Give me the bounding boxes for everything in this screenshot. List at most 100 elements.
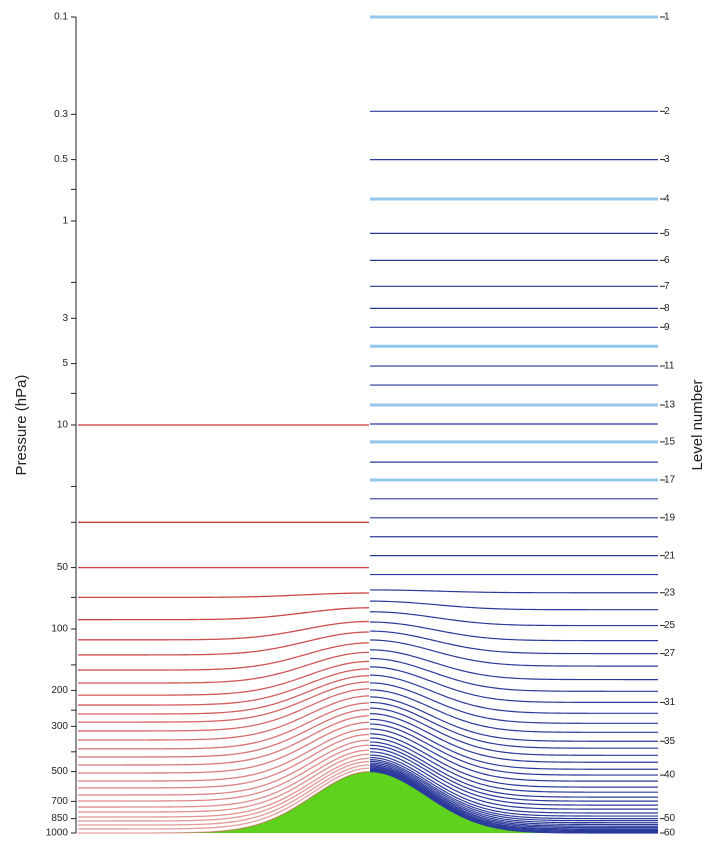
level-label: 5: [664, 228, 670, 239]
model-level-line: [369, 759, 658, 820]
model-level-line: [369, 760, 658, 822]
pressure-level-line: [78, 715, 370, 766]
pressure-level-line: [78, 753, 370, 813]
level-label: 3: [664, 154, 670, 165]
y-tick-label: 200: [51, 685, 68, 696]
y-tick-label: 700: [51, 796, 68, 807]
model-level-line: [369, 756, 658, 817]
pressure-level-line: [78, 702, 370, 750]
model-level-line: [369, 718, 658, 770]
pressure-level-line: [78, 607, 370, 621]
level-label: 1: [664, 12, 670, 23]
model-level-line: [369, 657, 658, 692]
model-level-line: [369, 649, 658, 681]
level-label: 21: [664, 550, 676, 561]
model-level-line: [369, 754, 658, 814]
model-level-line: [369, 600, 658, 611]
pressure-level-line: [78, 721, 370, 774]
y2-axis-title: Level number: [689, 380, 706, 471]
pressure-level-line: [78, 620, 370, 641]
model-level-line: [369, 751, 658, 810]
pressure-level-line: [78, 688, 370, 732]
y-tick-label: 100: [51, 624, 68, 635]
pressure-level-line: [78, 733, 370, 789]
model-level-line: [369, 689, 658, 733]
y-tick-label: 50: [57, 562, 69, 573]
level-label: 13: [664, 400, 676, 411]
pressure-level-line: [78, 681, 370, 723]
model-level-line: [369, 666, 658, 704]
level-label: 7: [664, 281, 670, 292]
model-level-line: [369, 770, 658, 834]
model-level-line: [369, 747, 658, 806]
pressure-level-line: [78, 592, 370, 599]
pressure-level-line: [78, 760, 370, 822]
pressure-level-line: [78, 642, 370, 671]
y-tick-label: 850: [51, 813, 68, 824]
level-label: 31: [664, 697, 676, 708]
pressure-level-line: [78, 764, 370, 826]
level-label: 40: [664, 770, 676, 781]
y-axis-title: Pressure (hPa): [13, 375, 30, 476]
model-level-line: [369, 611, 658, 627]
model-level-line: [369, 741, 658, 798]
y-tick-label: 0.5: [54, 154, 68, 165]
pressure-level-line: [78, 728, 370, 782]
pressure-level-line: [78, 631, 370, 656]
pressure-level-line: [78, 695, 370, 741]
y-tick-label: 0.1: [54, 12, 68, 23]
model-level-line: [370, 589, 658, 594]
pressure-level-line: [78, 739, 370, 796]
pressure-level-line: [78, 651, 370, 684]
level-label: 9: [664, 322, 670, 333]
y-tick-label: 10: [57, 420, 69, 431]
level-label: 17: [664, 475, 676, 486]
terrain: [76, 771, 660, 833]
model-level-line: [369, 713, 658, 763]
model-level-line: [369, 682, 658, 724]
model-level-line: [369, 769, 658, 832]
model-level-line: [369, 701, 658, 749]
level-label: 6: [664, 255, 670, 266]
pressure-level-line: [78, 668, 370, 706]
y-tick-label: 1000: [46, 828, 69, 839]
y-tick-label: 500: [51, 766, 68, 777]
pressure-level-line: [78, 744, 370, 802]
model-level-line: [369, 728, 658, 782]
level-label: 8: [664, 303, 670, 314]
level-label: 23: [664, 587, 676, 598]
level-label: 4: [664, 194, 670, 205]
pressure-level-line: [78, 749, 370, 808]
level-label: 50: [664, 813, 676, 824]
model-level-line: [369, 723, 658, 776]
y-tick-label: 1: [62, 216, 68, 227]
level-label: 25: [664, 620, 676, 631]
level-label: 60: [664, 828, 676, 839]
level-label: 11: [664, 361, 675, 372]
pressure-level-line: [78, 757, 370, 818]
pressure-level-line: [78, 660, 370, 696]
level-label: 19: [664, 512, 676, 523]
model-level-line: [369, 621, 658, 642]
pressure-level-line: [78, 675, 370, 715]
pressure-level-line: [78, 767, 370, 830]
level-label: 35: [664, 736, 676, 747]
pressure-level-line: [78, 770, 370, 834]
model-level-line: [369, 737, 658, 793]
model-level-line: [369, 707, 658, 756]
model-level-line: [369, 766, 658, 829]
y-tick-label: 0.3: [54, 109, 68, 120]
model-level-line: [369, 733, 658, 788]
model-level-line: [369, 639, 658, 667]
y-tick-label: 5: [62, 358, 68, 369]
model-level-line: [369, 768, 658, 831]
model-level-line: [369, 744, 658, 802]
y-tick-label: 300: [51, 721, 68, 732]
model-level-line: [369, 763, 658, 826]
level-label: 27: [664, 648, 676, 659]
level-label: 15: [664, 437, 676, 448]
level-label: 2: [664, 106, 670, 117]
model-level-line: [369, 770, 658, 833]
